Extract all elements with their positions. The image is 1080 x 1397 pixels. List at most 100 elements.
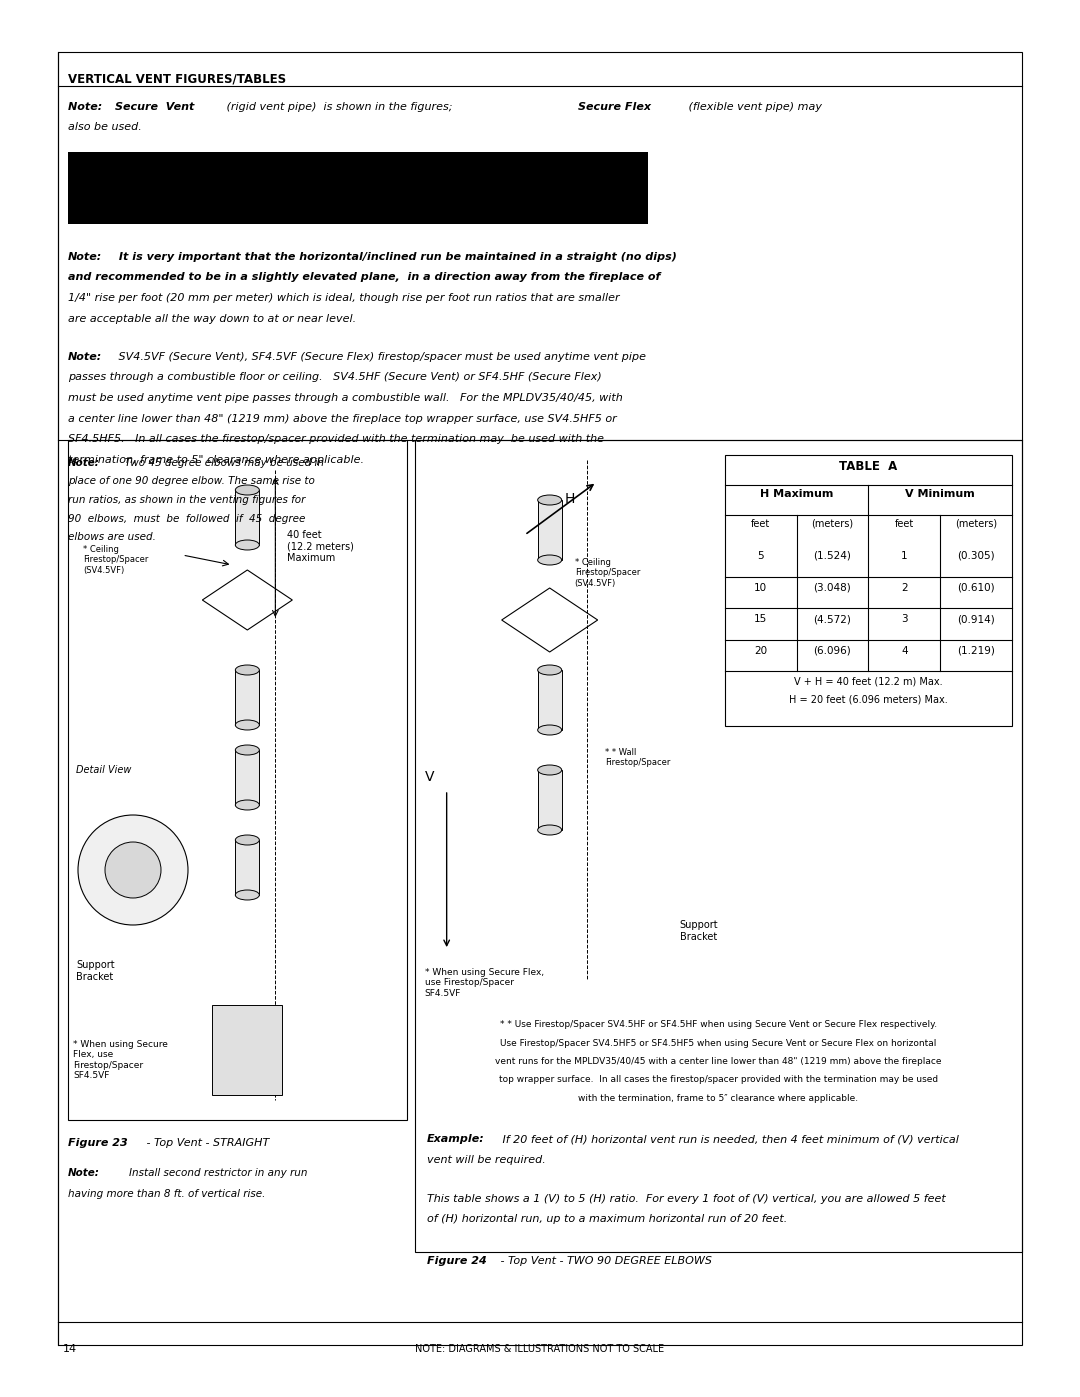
Ellipse shape — [538, 766, 562, 775]
Text: This table shows a 1 (V) to 5 (H) ratio.  For every 1 foot of (V) vertical, you : This table shows a 1 (V) to 5 (H) ratio.… — [427, 1193, 945, 1203]
Text: It is very important that the horizontal/inclined run be maintained in a straigh: It is very important that the horizontal… — [114, 251, 677, 263]
Text: and recommended to be in a slightly elevated plane,  in a direction away from th: and recommended to be in a slightly elev… — [68, 272, 660, 282]
Text: If 20 feet of (H) horizontal vent run is needed, then 4 feet minimum of (V) vert: If 20 feet of (H) horizontal vent run is… — [499, 1134, 959, 1144]
Bar — [68, 152, 648, 224]
Ellipse shape — [538, 555, 562, 564]
Text: 5: 5 — [757, 550, 764, 562]
Text: - Top Vent - STRAIGHT: - Top Vent - STRAIGHT — [143, 1139, 269, 1148]
Ellipse shape — [538, 665, 562, 675]
Text: 90  elbows,  must  be  followed  if  45  degree: 90 elbows, must be followed if 45 degree — [68, 514, 306, 524]
Bar — [538, 770, 562, 830]
Text: * Ceiling
Firestop/Spacer
(SV4.5VF): * Ceiling Firestop/Spacer (SV4.5VF) — [83, 545, 148, 574]
Text: (0.914): (0.914) — [957, 615, 995, 624]
Text: Example:: Example: — [427, 1134, 485, 1144]
Text: 4: 4 — [901, 645, 907, 655]
Text: Support
Bracket: Support Bracket — [679, 921, 718, 942]
Text: 3: 3 — [901, 615, 907, 624]
Text: * Ceiling
Firestop/Spacer
(SV4.5VF): * Ceiling Firestop/Spacer (SV4.5VF) — [575, 557, 640, 588]
Text: Figure 23: Figure 23 — [68, 1139, 127, 1148]
Bar — [725, 455, 1012, 726]
Bar — [68, 440, 407, 1120]
Text: passes through a combustible floor or ceiling.   SV4.5HF (Secure Vent) or SF4.5H: passes through a combustible floor or ce… — [68, 373, 602, 383]
Text: (3.048): (3.048) — [813, 583, 851, 592]
Text: Secure Flex: Secure Flex — [578, 102, 651, 112]
Text: * * Use Firestop/Spacer SV4.5HF or SF4.5HF when using Secure Vent or Secure Flex: * * Use Firestop/Spacer SV4.5HF or SF4.5… — [500, 1020, 936, 1030]
Text: place of one 90 degree elbow. The same rise to: place of one 90 degree elbow. The same r… — [68, 476, 315, 486]
Text: vent will be required.: vent will be required. — [427, 1155, 545, 1165]
Ellipse shape — [538, 495, 562, 504]
Text: - Top Vent - TWO 90 DEGREE ELBOWS: - Top Vent - TWO 90 DEGREE ELBOWS — [497, 1256, 712, 1267]
Text: with the termination, frame to 5″ clearance where applicable.: with the termination, frame to 5″ cleara… — [578, 1094, 859, 1104]
Text: SF4.5HF5.   In all cases the firestop/spacer provided with the termination may  : SF4.5HF5. In all cases the firestop/spac… — [68, 434, 604, 444]
Bar — [538, 500, 562, 560]
Text: a center line lower than 48" (1219 mm) above the fireplace top wrapper surface, : a center line lower than 48" (1219 mm) a… — [68, 414, 617, 423]
Text: (meters): (meters) — [811, 520, 853, 529]
Text: 2: 2 — [901, 583, 907, 592]
Text: also be used.: also be used. — [68, 123, 141, 133]
Text: 15: 15 — [754, 615, 767, 624]
Text: (rigid vent pipe)  is shown in the figures;: (rigid vent pipe) is shown in the figure… — [222, 102, 456, 112]
Text: 14: 14 — [63, 1344, 77, 1354]
Circle shape — [78, 814, 188, 925]
Ellipse shape — [235, 485, 259, 495]
Text: must be used anytime vent pipe passes through a combustible wall.   For the MPLD: must be used anytime vent pipe passes th… — [68, 393, 623, 402]
Bar — [58, 52, 1022, 1345]
Text: Secure  Vent: Secure Vent — [114, 102, 194, 112]
Text: H = 20 feet (6.096 meters) Max.: H = 20 feet (6.096 meters) Max. — [789, 694, 948, 705]
Bar — [235, 750, 259, 805]
Text: Note:: Note: — [68, 102, 106, 112]
Text: (1.524): (1.524) — [813, 550, 851, 562]
Text: 1: 1 — [901, 550, 907, 562]
Text: V: V — [424, 770, 434, 784]
Text: having more than 8 ft. of vertical rise.: having more than 8 ft. of vertical rise. — [68, 1189, 266, 1199]
Text: (flexible vent pipe) may: (flexible vent pipe) may — [685, 102, 822, 112]
Bar — [235, 671, 259, 725]
Bar — [213, 1004, 282, 1095]
Bar — [538, 671, 562, 731]
Bar — [235, 840, 259, 895]
Text: SV4.5VF (Secure Vent), SF4.5VF (Secure Flex) firestop/spacer must be used anytim: SV4.5VF (Secure Vent), SF4.5VF (Secure F… — [114, 352, 646, 362]
Text: feet: feet — [751, 520, 770, 529]
Text: * When using Secure Flex,
use Firestop/Spacer
SF4.5VF: * When using Secure Flex, use Firestop/S… — [424, 968, 544, 997]
Text: Two 45 degree elbows may be used in: Two 45 degree elbows may be used in — [114, 458, 324, 468]
Text: Use Firestop/Spacer SV4.5HF5 or SF4.5HF5 when using Secure Vent or Secure Flex o: Use Firestop/Spacer SV4.5HF5 or SF4.5HF5… — [500, 1038, 936, 1048]
Text: VERTICAL VENT FIGURES/TABLES: VERTICAL VENT FIGURES/TABLES — [68, 73, 286, 85]
Ellipse shape — [235, 800, 259, 810]
Text: (4.572): (4.572) — [813, 615, 851, 624]
Text: (0.305): (0.305) — [957, 550, 995, 562]
Text: Note:: Note: — [68, 458, 99, 468]
Text: Detail View: Detail View — [76, 766, 132, 775]
Text: Note:: Note: — [68, 251, 103, 263]
Text: of (H) horizontal run, up to a maximum horizontal run of 20 feet.: of (H) horizontal run, up to a maximum h… — [427, 1214, 787, 1224]
Bar — [415, 440, 1022, 1252]
Bar — [235, 490, 259, 545]
Text: * When using Secure
Flex, use
Firestop/Spacer
SF4.5VF: * When using Secure Flex, use Firestop/S… — [73, 1039, 167, 1080]
Text: NOTE: DIAGRAMS & ILLUSTRATIONS NOT TO SCALE: NOTE: DIAGRAMS & ILLUSTRATIONS NOT TO SC… — [416, 1344, 664, 1354]
Text: are acceptable all the way down to at or near level.: are acceptable all the way down to at or… — [68, 313, 356, 324]
Text: termination, frame to 5" clearance where applicable.: termination, frame to 5" clearance where… — [68, 454, 364, 464]
Text: H Maximum: H Maximum — [760, 489, 833, 499]
Text: elbows are used.: elbows are used. — [68, 532, 156, 542]
Ellipse shape — [235, 835, 259, 845]
Text: 20: 20 — [754, 645, 767, 655]
Text: (meters): (meters) — [955, 520, 997, 529]
Text: Support
Bracket: Support Bracket — [76, 960, 114, 982]
Text: Note:: Note: — [68, 352, 103, 362]
Text: 1/4" rise per foot (20 mm per meter) which is ideal, though rise per foot run ra: 1/4" rise per foot (20 mm per meter) whi… — [68, 293, 620, 303]
Ellipse shape — [235, 890, 259, 900]
Text: V Minimum: V Minimum — [905, 489, 975, 499]
Text: Figure 24: Figure 24 — [427, 1256, 486, 1267]
Text: H: H — [565, 492, 575, 506]
Ellipse shape — [235, 719, 259, 731]
Text: vent runs for the MPLDV35/40/45 with a center line lower than 48" (1219 mm) abov: vent runs for the MPLDV35/40/45 with a c… — [495, 1058, 942, 1066]
Text: V + H = 40 feet (12.2 m) Max.: V + H = 40 feet (12.2 m) Max. — [794, 678, 943, 687]
Ellipse shape — [235, 665, 259, 675]
Circle shape — [105, 842, 161, 898]
Ellipse shape — [538, 826, 562, 835]
Text: run ratios, as shown in the venting figures for: run ratios, as shown in the venting figu… — [68, 495, 306, 504]
Text: (1.219): (1.219) — [957, 645, 995, 655]
Text: (6.096): (6.096) — [813, 645, 851, 655]
Ellipse shape — [235, 541, 259, 550]
Ellipse shape — [235, 745, 259, 754]
Text: Note:: Note: — [68, 1168, 99, 1179]
